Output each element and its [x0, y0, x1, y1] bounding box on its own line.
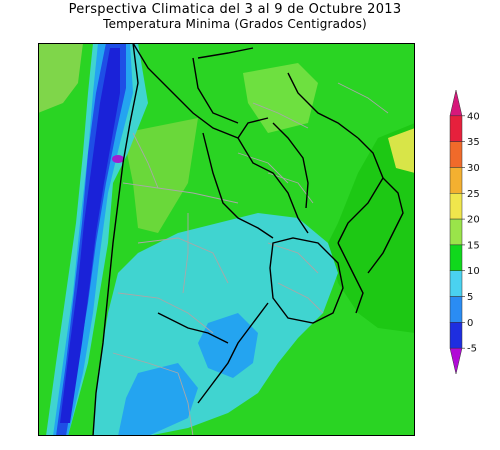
colorbar-swatch [449, 167, 463, 194]
coldest-spot [112, 155, 124, 163]
colorbar-tick-label: 15 [467, 240, 480, 251]
colorbar-swatch [449, 218, 463, 246]
colorbar-swatch [449, 270, 463, 297]
colorbar-tick-label: 10 [467, 266, 480, 277]
colorbar-swatch [449, 141, 463, 168]
colorbar-swatch [449, 296, 463, 323]
colorbar-tick-label: 40 [467, 111, 480, 122]
map-subtitle: Temperatura Minima (Grados Centigrados) [103, 17, 367, 31]
cold-area-pampas-lightblue [198, 313, 258, 378]
map-title: Perspectiva Climatica del 3 al 9 de Octu… [68, 2, 402, 17]
colorbar-swatch [449, 193, 463, 220]
province-borders [112, 82, 389, 436]
colorbar-blocks [449, 89, 463, 375]
warm-area-north [243, 63, 318, 133]
temperature-map [38, 43, 415, 436]
colorbar-tick-label: 35 [467, 137, 480, 148]
colorbar-ticks: 40 35 30 25 20 15 10 5 0 -5 [462, 111, 480, 355]
colorbar-tick-label: 5 [467, 292, 473, 303]
colorbar-swatch [449, 322, 463, 349]
colorbar-tick-label: 20 [467, 215, 480, 226]
country-borders [92, 43, 404, 436]
color-legend: 40 35 30 25 20 15 10 5 0 -5 [449, 89, 480, 375]
colorbar-swatch [449, 244, 463, 271]
colorbar-tick-label: 25 [467, 189, 480, 200]
colorbar-tick-label: 30 [467, 163, 480, 174]
warm-area-central [123, 118, 198, 233]
cold-area-south-lightblue [118, 363, 198, 436]
colorbar-swatch [449, 89, 463, 117]
colorbar-tick-label: -5 [467, 344, 477, 355]
map-frame [38, 43, 415, 436]
warm-area-east [388, 128, 415, 173]
colorbar-swatch [449, 347, 463, 375]
cold-area-andes-deepblue [60, 48, 120, 423]
warm-area-northwest [38, 43, 83, 113]
colorbar-tick-label: 0 [467, 318, 473, 329]
colorbar-swatch [449, 115, 463, 142]
